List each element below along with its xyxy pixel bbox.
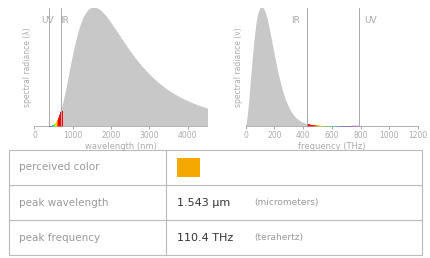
Text: (micrometers): (micrometers) (254, 198, 318, 207)
Text: IR: IR (291, 16, 300, 25)
Text: (terahertz): (terahertz) (254, 233, 302, 242)
Bar (176, 158, 200, 177)
Text: peak wavelength: peak wavelength (19, 198, 109, 207)
Text: UV: UV (363, 16, 376, 25)
Text: IR: IR (60, 16, 69, 25)
Bar (9, 150, 421, 255)
Y-axis label: spectral radiance (λ): spectral radiance (λ) (23, 27, 32, 107)
X-axis label: wavelength (nm): wavelength (nm) (85, 142, 156, 151)
X-axis label: frequency (THz): frequency (THz) (298, 142, 365, 151)
Text: peak frequency: peak frequency (19, 233, 100, 243)
Text: 1.543 μm: 1.543 μm (176, 198, 229, 207)
Text: perceived color: perceived color (19, 162, 100, 172)
Text: 110.4 THz: 110.4 THz (176, 233, 232, 243)
Text: UV: UV (41, 16, 54, 25)
Y-axis label: spectral radiance (ν): spectral radiance (ν) (233, 27, 243, 107)
